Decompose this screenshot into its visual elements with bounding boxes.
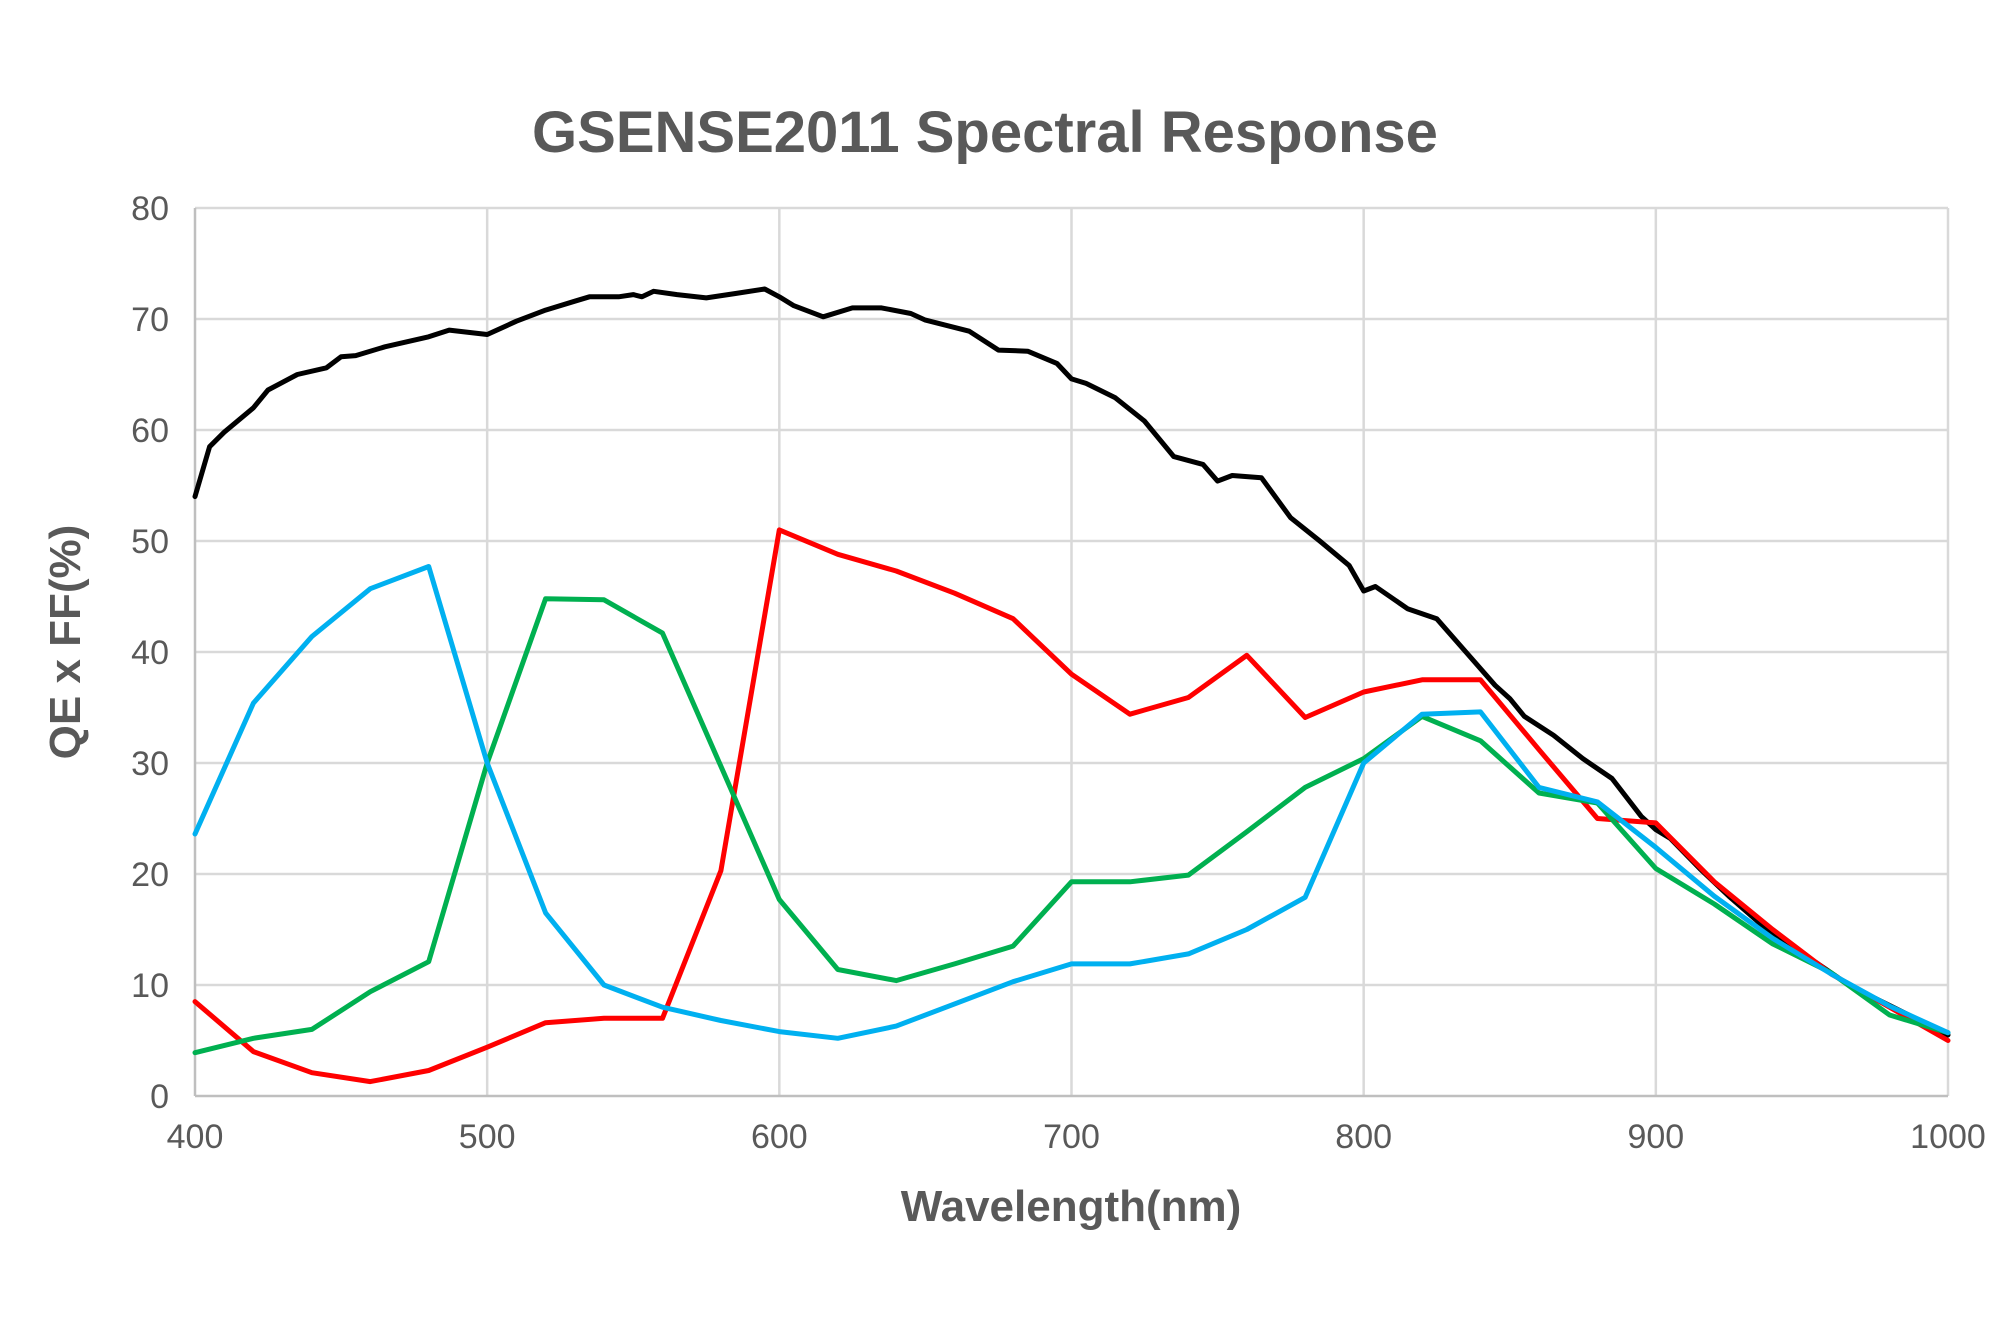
y-tick-label: 40 — [131, 634, 169, 672]
x-axis-label: Wavelength(nm) — [901, 1182, 1242, 1231]
x-tick-label: 1000 — [1910, 1118, 1986, 1156]
x-tick-label: 900 — [1627, 1118, 1684, 1156]
y-tick-label: 70 — [131, 301, 169, 339]
series-line-1 — [192, 286, 1951, 1038]
series-line-4 — [192, 564, 1951, 1041]
y-axis-label: QE x FF(%) — [41, 525, 90, 760]
x-tick-label: 500 — [459, 1118, 516, 1156]
y-tick-label: 0 — [150, 1078, 169, 1116]
x-tick-label: 800 — [1335, 1118, 1392, 1156]
chart-title: GSENSE2011 Spectral Response — [532, 100, 1438, 165]
tick-labels: 0 10 20 30 40 50 60 70 80 400 500 600 700 800 900 1000 — [131, 190, 1986, 1156]
y-tick-label: 60 — [131, 412, 169, 450]
y-tick-label: 30 — [131, 745, 169, 783]
y-tick-label: 20 — [131, 856, 169, 894]
y-tick-label: 50 — [131, 523, 169, 561]
x-tick-label: 700 — [1043, 1118, 1100, 1156]
series-line-2 — [192, 527, 1951, 1085]
x-tick-label: 600 — [751, 1118, 808, 1156]
axes — [193, 208, 1948, 1098]
x-tick-label: 400 — [167, 1118, 224, 1156]
y-tick-label: 10 — [131, 967, 169, 1005]
y-tick-label: 80 — [131, 190, 169, 228]
series-lines — [192, 286, 1951, 1085]
